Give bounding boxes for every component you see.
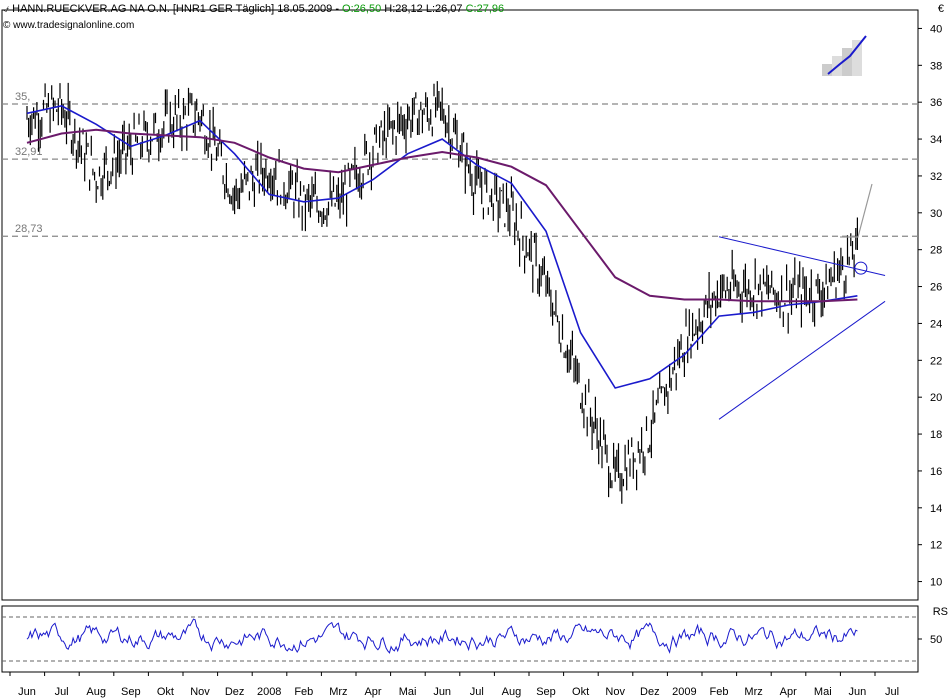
rsi-panel: 50 bbox=[2, 616, 942, 662]
x-tick-label: Feb bbox=[294, 686, 313, 698]
main-plot-border bbox=[1, 9, 919, 601]
trend-lines bbox=[718, 236, 886, 420]
x-tick-label: Dez bbox=[640, 686, 660, 698]
y-tick-label: 26 bbox=[930, 282, 942, 294]
price-series bbox=[26, 81, 858, 504]
level-label: 35, bbox=[15, 91, 30, 103]
rsi-label: RS bbox=[932, 606, 948, 618]
level-label: 28,73 bbox=[15, 223, 43, 235]
rsi-tick-label: 50 bbox=[930, 634, 942, 646]
currency-label: € bbox=[937, 3, 944, 15]
y-tick-label: 14 bbox=[930, 503, 942, 515]
header-open: O:26,50 bbox=[342, 3, 382, 15]
chart-header: ⍻ HANN.RUECKVER.AG NA O.N. [HNR1 GER Täg… bbox=[3, 3, 504, 16]
x-tick-label: Apr bbox=[780, 686, 797, 698]
support-resistance-levels: 35, 32,91 28,73 bbox=[2, 91, 918, 237]
chart-logo-icon bbox=[822, 35, 867, 76]
x-tick-label: 2008 bbox=[257, 686, 281, 698]
y-tick-label: 24 bbox=[930, 318, 942, 330]
y-tick-label: 16 bbox=[930, 466, 942, 478]
copyright-icon: © bbox=[3, 20, 11, 31]
header-close: C:27,96 bbox=[462, 3, 505, 15]
y-tick-label: 10 bbox=[930, 577, 942, 589]
x-tick-label: 2009 bbox=[672, 686, 696, 698]
y-tick-label: 12 bbox=[930, 540, 942, 552]
x-tick-label: Okt bbox=[572, 686, 589, 698]
ma-short-line bbox=[26, 105, 858, 389]
source-link[interactable]: © www.tradesignalonline.com bbox=[3, 20, 135, 31]
x-tick-label: Mai bbox=[399, 686, 417, 698]
x-tick-label: Sep bbox=[121, 686, 141, 698]
y-tick-label: 28 bbox=[930, 245, 942, 257]
ma-long-line bbox=[26, 128, 858, 303]
x-tick-label: Aug bbox=[502, 686, 522, 698]
x-tick-label: Nov bbox=[605, 686, 625, 698]
x-axis: Jun Jul Aug Sep Okt Nov Dez 2008 Feb Mrz Apr Mai Jun… bbox=[9, 672, 899, 698]
y-tick-label: 20 bbox=[930, 392, 942, 404]
x-tick-label: Jul bbox=[55, 686, 69, 698]
x-tick-label: Dez bbox=[225, 686, 245, 698]
y-tick-label: 34 bbox=[930, 134, 942, 146]
x-tick-label: Mrz bbox=[744, 686, 762, 698]
x-tick-label: Feb bbox=[710, 686, 729, 698]
x-tick-label: Mrz bbox=[329, 686, 347, 698]
y-axis: 10 12 14 16 18 20 22 24 26 28 30 32 34 36 38 40 bbox=[918, 23, 942, 589]
y-tick-label: 38 bbox=[930, 60, 942, 72]
y-tick-label: 18 bbox=[930, 429, 942, 441]
level-label: 32,91 bbox=[15, 146, 43, 158]
x-tick-label: Jun bbox=[433, 686, 451, 698]
y-tick-label: 36 bbox=[930, 97, 942, 109]
x-tick-label: Aug bbox=[86, 686, 106, 698]
trend-line-upper bbox=[718, 236, 886, 276]
x-tick-label: Jul bbox=[885, 686, 899, 698]
x-tick-label: Jun bbox=[849, 686, 867, 698]
header-title: HANN.RUECKVER.AG NA O.N. [HNR1 GER Tägli… bbox=[12, 3, 343, 15]
moving-averages bbox=[26, 105, 858, 389]
x-tick-label: Jun bbox=[18, 686, 36, 698]
decorations bbox=[822, 35, 873, 238]
draw-tool-icon bbox=[840, 183, 873, 238]
x-tick-label: Mai bbox=[814, 686, 832, 698]
header-low: L:26,07 bbox=[422, 3, 463, 15]
price-bars bbox=[26, 81, 858, 504]
header-high: H:28,12 bbox=[381, 3, 423, 15]
trend-line-lower bbox=[718, 300, 886, 420]
x-tick-label: Jul bbox=[470, 686, 484, 698]
y-tick-label: 32 bbox=[930, 171, 942, 183]
y-tick-label: 30 bbox=[930, 208, 942, 220]
rsi-line bbox=[26, 618, 858, 654]
header-icon: ⍻ bbox=[3, 3, 10, 15]
x-tick-label: Okt bbox=[157, 686, 174, 698]
breakout-marker bbox=[854, 261, 868, 275]
chart-frame bbox=[1, 9, 919, 673]
y-tick-label: 22 bbox=[930, 355, 942, 367]
rsi-plot-border bbox=[1, 605, 919, 673]
x-tick-label: Apr bbox=[364, 686, 381, 698]
y-tick-label: 40 bbox=[930, 23, 942, 35]
x-tick-label: Nov bbox=[190, 686, 210, 698]
x-tick-label: Sep bbox=[536, 686, 556, 698]
